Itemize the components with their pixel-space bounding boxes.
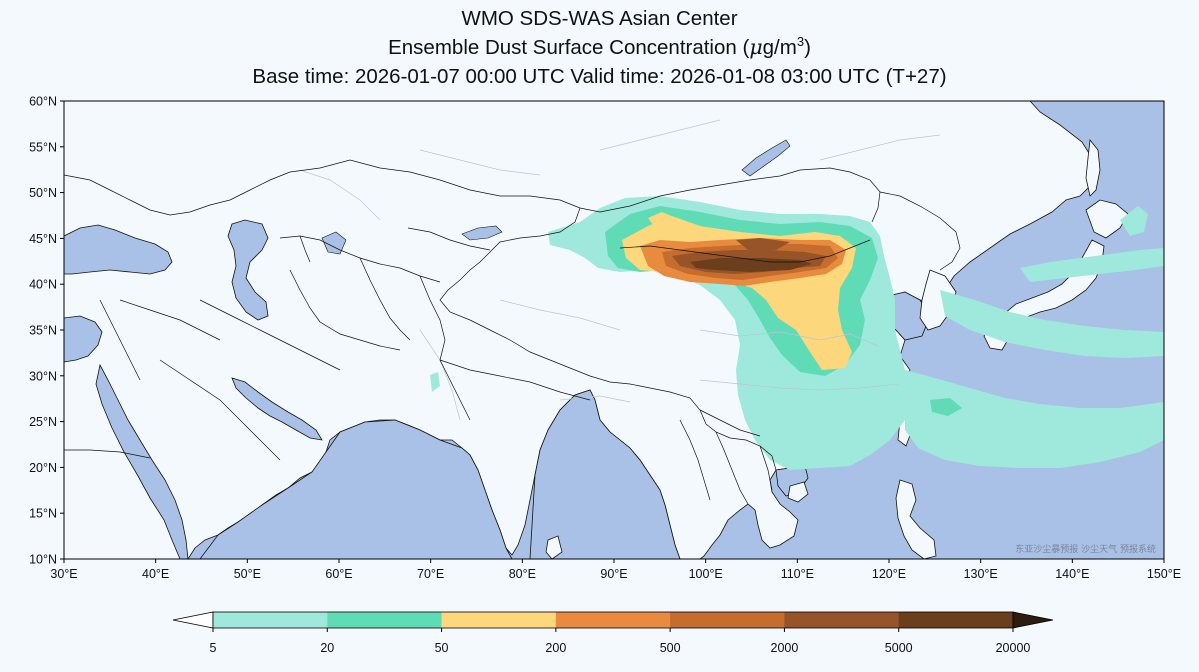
colorbar-segment <box>213 612 328 628</box>
title-line-2-suffix: ) <box>804 36 811 59</box>
y-tick-label: 40°N <box>29 278 57 292</box>
x-tick-label: 40°E <box>142 567 169 581</box>
y-tick-label: 25°N <box>29 415 57 429</box>
x-tick-label: 120°E <box>872 567 906 581</box>
y-axis: 10°N 15°N 20°N 25°N 30°N 35°N 40°N 45°N 50°N 55°N… <box>29 95 64 567</box>
persian-gulf <box>231 377 323 441</box>
title-line-2-unit: g/m <box>762 36 797 59</box>
x-tick-label: 50°E <box>234 567 261 581</box>
colorbar-tick-label: 20000 <box>996 641 1031 655</box>
colorbar-segment <box>898 612 1014 628</box>
y-tick-label: 55°N <box>29 140 57 154</box>
x-tick-label: 150°E <box>1147 567 1181 581</box>
title-line-2: Ensemble Dust Surface Concentration (μg/… <box>0 33 1199 62</box>
y-tick-label: 10°N <box>29 553 57 567</box>
colorbar-segment <box>555 612 671 628</box>
dust-concentration-field <box>430 196 1164 470</box>
lake-balkhash <box>461 225 503 241</box>
title-line-2-prefix: Ensemble Dust Surface Concentration ( <box>388 36 750 59</box>
dust-level-2000-5000 <box>736 238 790 250</box>
dust-level-5000-20000 <box>690 258 812 272</box>
x-tick-label: 80°E <box>509 567 536 581</box>
dust-level-5-20 <box>1020 248 1164 282</box>
colorbar-tick-label: 5 <box>210 641 217 655</box>
colorbar-tick-label: 500 <box>660 641 681 655</box>
colorbar-segment <box>784 612 900 628</box>
x-tick-label: 100°E <box>689 567 723 581</box>
sri-lanka-island <box>545 535 563 559</box>
x-tick-label: 140°E <box>1055 567 1089 581</box>
caspian-sea <box>227 219 269 321</box>
map-title-block: WMO SDS-WAS Asian Center Ensemble Dust S… <box>0 4 1199 91</box>
x-tick-label: 30°E <box>50 567 77 581</box>
colorbar-under-arrow <box>172 611 214 629</box>
watermark-text: 东亚沙尘暴预报 沙尘天气 预报系统 <box>1015 543 1156 555</box>
colorbar-over-arrow <box>1012 611 1054 629</box>
lake-baikal <box>741 139 791 177</box>
title-line-3: Base time: 2026-01-07 00:00 UTC Valid ti… <box>252 65 947 88</box>
colorbar-segment <box>327 612 443 628</box>
colorbar-segment <box>441 612 557 628</box>
dust-level-5-20 <box>905 370 1164 468</box>
x-tick-label: 70°E <box>417 567 444 581</box>
colorbar: 5 20 50 200 500 2000 5000 20000 <box>172 611 1054 655</box>
y-tick-label: 50°N <box>29 186 57 200</box>
x-axis: 30°E 40°E 50°E 60°E 70°E 80°E 90°E 100°E 110°E 12… <box>50 559 1181 581</box>
mediterranean-sea <box>64 315 103 363</box>
dust-level-20-50 <box>930 398 962 416</box>
colorbar-tick-label: 2000 <box>771 641 799 655</box>
dust-level-5-20 <box>1120 206 1148 236</box>
philippines-islands <box>895 479 937 559</box>
title-line-2-mu: μ <box>749 35 763 59</box>
black-sea <box>64 224 173 275</box>
y-tick-label: 45°N <box>29 232 57 246</box>
dust-level-50-200 <box>648 212 676 226</box>
arabian-sea <box>199 419 513 559</box>
colorbar-outline <box>212 611 1014 629</box>
red-sea <box>95 363 189 559</box>
y-tick-label: 35°N <box>29 324 57 338</box>
x-tick-label: 130°E <box>964 567 998 581</box>
rivers <box>299 119 941 421</box>
hainan-island <box>787 481 809 503</box>
colorbar-tick-label: 50 <box>435 641 449 655</box>
colorbar-tick-label: 20 <box>320 641 334 655</box>
title-line-2-exp: 3 <box>796 34 805 50</box>
y-tick-label: 15°N <box>29 507 57 521</box>
x-tick-label: 90°E <box>600 567 627 581</box>
title-line-1: WMO SDS-WAS Asian Center <box>461 7 738 30</box>
colorbar-segment <box>670 612 785 628</box>
dust-level-5-20 <box>430 372 440 392</box>
y-tick-label: 20°N <box>29 461 57 475</box>
x-tick-label: 60°E <box>325 567 352 581</box>
x-tick-label: 110°E <box>781 567 814 581</box>
sakhalin-island <box>1085 138 1101 197</box>
colorbar-tick-label: 200 <box>545 641 566 655</box>
y-tick-label: 60°N <box>29 95 57 109</box>
aral-sea <box>321 231 347 255</box>
y-tick-label: 30°N <box>29 369 57 383</box>
dust-level-5-20 <box>940 290 1164 358</box>
bay-of-bengal <box>529 389 681 559</box>
colorbar-tick-label: 5000 <box>885 641 913 655</box>
country-borders <box>64 159 961 505</box>
